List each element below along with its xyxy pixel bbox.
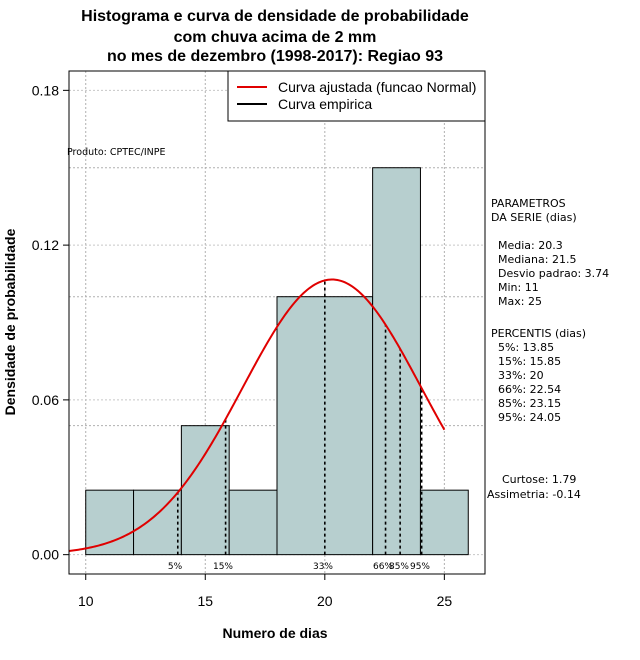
parametros-item: Min: 11 (498, 281, 539, 294)
y-tick-label: 0.06 (32, 392, 59, 408)
histogram-bar (180, 425, 230, 556)
histogram-bar (133, 489, 182, 556)
annotations: Produto: CPTEC/INPE 5% 15% 33% 66%85% 95% (67, 147, 430, 572)
x-tick-label: 20 (317, 593, 333, 609)
y-axis-label: Densidade de probabilidade (2, 228, 18, 415)
chart-title: Histograma e curva de densidade de proba… (81, 8, 469, 65)
x-tick-label: 25 (437, 593, 453, 609)
x-axis-label: Numero de dias (222, 625, 327, 641)
legend-label: Curva ajustada (funcao Normal) (278, 79, 476, 95)
parametros-title: DA SERIE (dias) (491, 211, 577, 224)
assimetria: Assimetria: -0.14 (487, 488, 581, 501)
product-note: Produto: CPTEC/INPE (67, 147, 166, 158)
legend-label: Curva empirica (278, 96, 372, 112)
percentile-lines (176, 280, 423, 555)
x-tick-label: 10 (78, 593, 94, 609)
y-tick-label: 0.00 (32, 547, 59, 563)
percentile-label: 95% (410, 562, 430, 572)
title-line-3: no mes de dezembro (1998-2017): Regiao 9… (107, 48, 443, 65)
percentis-item: 85%: 23.15 (498, 397, 561, 410)
parametros-item: Desvio padrao: 3.74 (498, 267, 609, 280)
axes: 10 15 20 25 0.00 0.06 0.12 0.18 Numero de dias De… (2, 82, 452, 641)
title-line-2: com chuva acima de 2 mm (174, 29, 377, 46)
histogram-bar (228, 489, 278, 556)
percentis-item: 15%: 15.85 (498, 355, 561, 368)
percentis-item: 5%: 13.85 (498, 341, 554, 354)
legend: Curva ajustada (funcao Normal)Curva empi… (227, 70, 486, 122)
percentis-title: PERCENTIS (dias) (491, 327, 586, 340)
parametros-item: Media: 20.3 (498, 239, 563, 252)
histogram-bar (419, 489, 469, 556)
histogram-bar (372, 167, 421, 556)
x-tick-label: 15 (197, 593, 213, 609)
percentile-label: 15% (213, 562, 233, 572)
percentis-item: 95%: 24.05 (498, 411, 561, 424)
curtose: Curtose: 1.79 (502, 473, 576, 486)
normal-curve-line (68, 278, 446, 553)
y-tick-label: 0.18 (32, 82, 59, 98)
legend-box (227, 70, 486, 122)
parametros-item: Mediana: 21.5 (498, 253, 576, 266)
percentile-label: 85% (389, 562, 409, 572)
parametros-title: PARAMETROS (491, 197, 566, 210)
histogram-bar (85, 489, 135, 556)
histogram-bars (85, 167, 469, 556)
percentile-label: 66% (373, 562, 393, 572)
parametros-item: Max: 25 (498, 295, 542, 308)
percentile-label: 5% (168, 562, 183, 572)
percentile-label: 33% (313, 562, 333, 572)
y-tick-label: 0.12 (32, 237, 59, 253)
percentis-item: 33%: 20 (498, 369, 544, 382)
title-line-1: Histograma e curva de densidade de proba… (81, 8, 469, 25)
normal-curve (68, 278, 446, 553)
percentis-item: 66%: 22.54 (498, 383, 561, 396)
